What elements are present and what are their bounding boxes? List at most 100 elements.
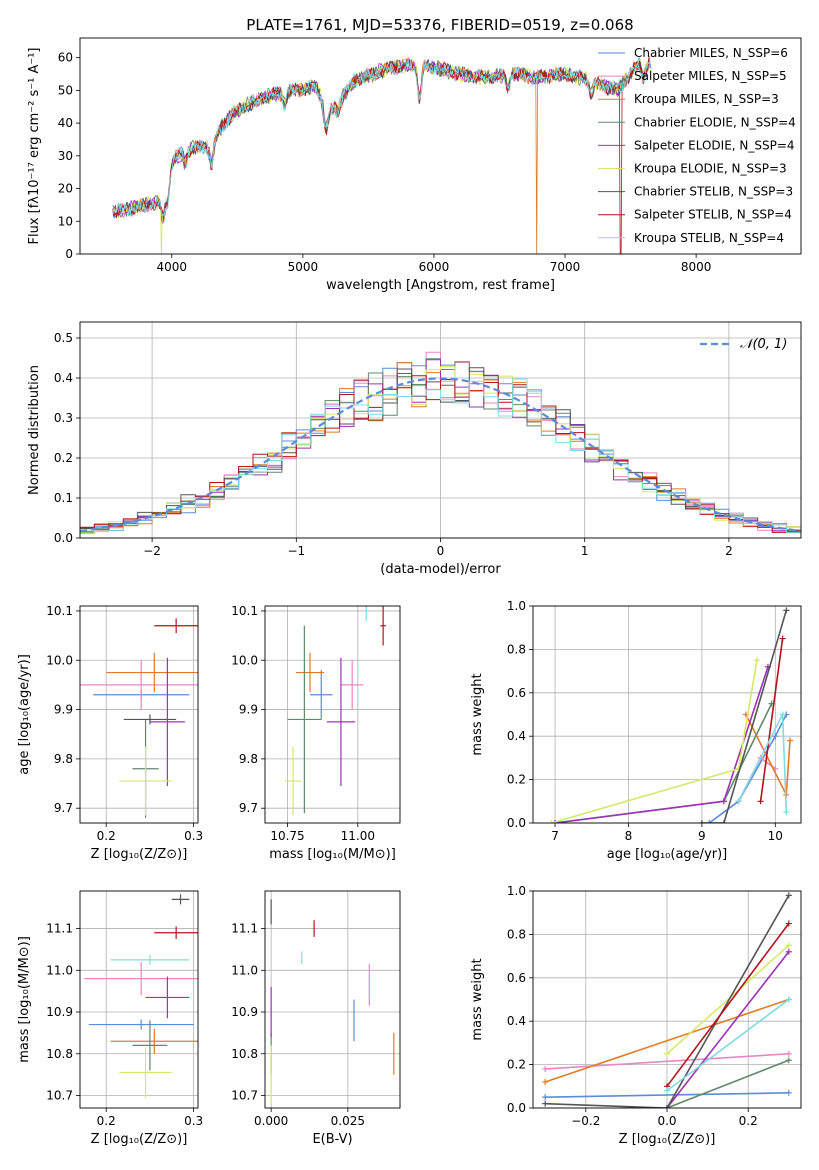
weight-marker bbox=[664, 1087, 670, 1094]
weight-line-salpeter-elodie bbox=[666, 951, 790, 1108]
weight-marker bbox=[785, 942, 792, 949]
errorbar-point bbox=[141, 594, 211, 604]
figure-title: PLATE=1761, MJD=53376, FIBERID=0519, z=0… bbox=[246, 16, 633, 34]
axes-frame bbox=[264, 890, 401, 1109]
x-tick-label: −0.2 bbox=[571, 1114, 600, 1128]
y-tick-label: 0.4 bbox=[507, 1014, 526, 1028]
plot-area bbox=[80, 351, 801, 536]
x-axis-label: Z [log₁₀(Z/Z⊙)] bbox=[91, 1132, 188, 1147]
chart-panel-2: −2 −1 0 1 2 0.0 0.1 0.2 0.3 0.4 0.5 (data-model)/er… bbox=[27, 321, 802, 577]
chart-panel-6: 0.2 0.3 10.7 10.8 10.9 11.0 11.1 Z [log₁₀(Z/Z⊙)… bbox=[17, 890, 203, 1147]
spectrum-line-kroupa-elodie bbox=[112, 58, 650, 254]
y-tick-label: 10.9 bbox=[46, 1005, 73, 1019]
plot-area bbox=[548, 607, 793, 823]
x-axis-label: Z [log₁₀(Z/Z⊙)] bbox=[91, 847, 188, 862]
axes-frame bbox=[79, 605, 199, 824]
legend-label: Kroupa MILES, N_SSP=3 bbox=[634, 92, 779, 106]
x-axis-label: E(B-V) bbox=[312, 1132, 352, 1147]
weight-marker bbox=[772, 733, 779, 740]
errorbar-point bbox=[154, 618, 198, 634]
y-tick-label: 10.8 bbox=[46, 1047, 73, 1061]
errorbar-point bbox=[380, 606, 386, 646]
weight-marker bbox=[753, 657, 760, 664]
y-tick-label: 0.0 bbox=[507, 1101, 526, 1115]
errorbar-point bbox=[363, 606, 370, 621]
axes-frame bbox=[79, 37, 802, 255]
y-tick-label: 10.8 bbox=[231, 1047, 258, 1061]
y-tick-label: 60 bbox=[58, 51, 73, 65]
errorbar-point bbox=[149, 657, 185, 787]
plot-area bbox=[284, 606, 386, 816]
y-tick-label: 50 bbox=[58, 83, 73, 97]
plot-area bbox=[542, 892, 792, 1108]
errorbar-point bbox=[123, 714, 177, 725]
plot-area bbox=[112, 55, 652, 254]
x-tick-label: −1 bbox=[287, 544, 305, 558]
weight-marker bbox=[548, 820, 555, 823]
weight-line-chabrier-miles bbox=[708, 714, 788, 823]
chart-panel-5: 7 8 9 10 0.0 0.2 0.4 0.6 0.8 1.0 age [log₁₀(age/yr… bbox=[470, 599, 802, 862]
x-tick-label: 11.00 bbox=[341, 829, 375, 843]
legend: 𝒩(0, 1) bbox=[700, 337, 787, 352]
chart-panel-3: 0.2 0.3 9.7 9.8 9.9 10.0 10.1 Z [log₁₀(Z/Z⊙)] ag… bbox=[17, 594, 211, 862]
y-tick-label: 0.6 bbox=[507, 971, 526, 985]
x-axis-label: age [log₁₀(age/yr)] bbox=[607, 847, 728, 862]
weight-marker bbox=[735, 798, 742, 805]
weight-line-salpeter-elodie bbox=[554, 666, 769, 823]
weight-marker bbox=[542, 1078, 549, 1085]
chart-panel-4: 10.75 11.00 9.7 9.8 9.9 10.0 10.1 mass [log₁₀(M… bbox=[231, 604, 401, 862]
y-tick-label: 40 bbox=[58, 116, 73, 130]
errorbar-point bbox=[88, 1019, 194, 1030]
y-tick-label: 0.6 bbox=[507, 686, 526, 700]
x-tick-label: 0.3 bbox=[184, 829, 203, 843]
chart-panel-8: −0.2 0.0 0.2 0.0 0.2 0.4 0.6 0.8 1.0 Z [log₁₀(Z/Z… bbox=[470, 884, 802, 1147]
weight-marker bbox=[785, 996, 792, 1003]
legend-label: Chabrier STELIB, N_SSP=3 bbox=[634, 185, 793, 199]
y-axis-label: mass weight bbox=[470, 958, 485, 1040]
weight-marker bbox=[785, 920, 792, 927]
x-tick-label: 8 bbox=[625, 829, 633, 843]
y-axis-label: mass [log₁₀(M/M⊙)] bbox=[17, 936, 32, 1063]
errorbar-point bbox=[287, 625, 322, 814]
y-tick-label: 9.7 bbox=[239, 801, 258, 815]
y-tick-label: 9.8 bbox=[239, 752, 258, 766]
weight-marker bbox=[720, 820, 727, 823]
y-tick-label: 0.5 bbox=[54, 331, 73, 345]
weight-line-kroupa-elodie bbox=[666, 944, 790, 1055]
y-tick-label: 20 bbox=[58, 182, 73, 196]
weight-line-salpeter-stelib bbox=[666, 923, 790, 1087]
y-tick-label: 0.2 bbox=[507, 1058, 526, 1072]
weight-marker bbox=[785, 1057, 792, 1064]
x-tick-label: 0.2 bbox=[97, 1114, 116, 1128]
y-tick-label: 10.7 bbox=[231, 1088, 258, 1102]
weight-marker bbox=[786, 737, 793, 744]
weight-line-kroupa-miles bbox=[544, 998, 790, 1083]
x-tick-label: 10.75 bbox=[270, 829, 304, 843]
weight-marker bbox=[698, 820, 705, 823]
y-tick-label: 11.1 bbox=[46, 922, 73, 936]
y-tick-label: 0.8 bbox=[507, 642, 526, 656]
weight-marker bbox=[664, 1105, 670, 1108]
axes-frame bbox=[532, 890, 802, 1109]
x-tick-label: 0.2 bbox=[97, 829, 116, 843]
errorbar-point bbox=[110, 954, 190, 965]
weight-marker bbox=[783, 809, 790, 816]
y-tick-label: 9.8 bbox=[54, 752, 73, 766]
axes-frame bbox=[79, 890, 199, 1109]
x-tick-label: 10 bbox=[768, 829, 783, 843]
errorbar-point bbox=[106, 652, 198, 693]
x-tick-label: 7 bbox=[551, 829, 559, 843]
x-tick-label: 6000 bbox=[419, 260, 450, 274]
y-tick-label: 10.9 bbox=[231, 1005, 258, 1019]
x-tick-label: 2 bbox=[725, 544, 733, 558]
y-tick-label: 11.0 bbox=[46, 963, 73, 977]
y-tick-label: 0.8 bbox=[507, 927, 526, 941]
x-axis-label: wavelength [Angstrom, rest frame] bbox=[326, 278, 555, 293]
errorbar-point bbox=[119, 746, 172, 816]
spectrum-line-salpeter-stelib bbox=[112, 57, 650, 254]
plot-area bbox=[84, 894, 198, 1098]
y-tick-label: 1.0 bbox=[507, 599, 526, 613]
y-tick-label: 1.0 bbox=[507, 884, 526, 898]
weight-line-kroupa-stelib bbox=[666, 998, 790, 1092]
x-tick-label: 8000 bbox=[681, 260, 712, 274]
